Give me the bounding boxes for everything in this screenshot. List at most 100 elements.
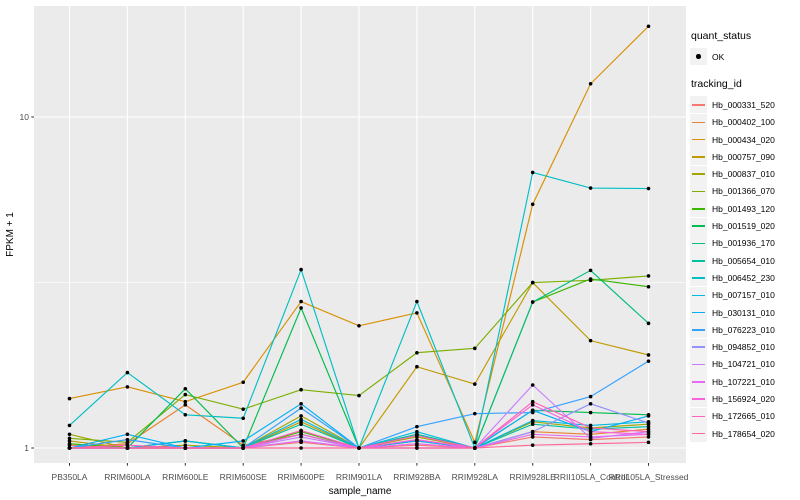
series-color-line <box>692 173 705 176</box>
legend-item-tracking: Hb_001936_170 <box>690 234 800 252</box>
data-point <box>299 417 303 422</box>
data-point <box>299 446 303 450</box>
data-point <box>299 306 303 310</box>
data-point <box>530 429 535 434</box>
data-point <box>530 170 535 175</box>
data-point <box>299 428 303 433</box>
x-axis-title: sample_name <box>329 486 392 497</box>
data-point <box>530 403 535 407</box>
line-swatch <box>690 338 707 356</box>
line-swatch <box>690 113 707 131</box>
legend-title-quant-status: quant_status <box>691 30 752 42</box>
series-color-line <box>692 398 705 400</box>
series-color-line <box>692 432 705 435</box>
data-point <box>415 350 419 355</box>
legend: quant_status OK tracking_id Hb_000331_52… <box>690 30 800 443</box>
legend-item-tracking: Hb_030131_010 <box>690 304 800 321</box>
data-point <box>67 441 72 446</box>
data-point <box>415 429 419 434</box>
series-color-line <box>692 311 705 314</box>
data-point <box>588 81 593 86</box>
series-color-line <box>692 121 705 124</box>
data-point <box>183 399 188 404</box>
data-point <box>530 280 535 285</box>
legend-item-label: Hb_094852_010 <box>712 342 775 353</box>
x-tick-label: RRIM600LA <box>104 472 151 482</box>
data-point <box>183 439 188 443</box>
data-point <box>530 435 535 439</box>
legend-item-ok: OK <box>690 48 800 66</box>
legend-item-tracking: Hb_000434_020 <box>690 131 800 149</box>
data-point <box>588 401 593 406</box>
data-point <box>646 440 651 445</box>
series-color-line <box>692 294 705 297</box>
line-swatch <box>690 165 707 183</box>
data-point <box>415 311 419 315</box>
data-point <box>67 439 72 443</box>
line-swatch <box>690 148 707 166</box>
data-point <box>415 424 419 429</box>
data-point <box>646 321 651 326</box>
x-tick-label: RRIM928LA <box>452 472 499 482</box>
series-color-line <box>692 346 705 348</box>
line-swatch <box>690 425 707 443</box>
data-point <box>530 300 535 304</box>
data-point <box>588 441 593 446</box>
data-point <box>530 432 535 437</box>
legend-items-list: Hb_000331_520 Hb_000402_100 Hb_000434_020 H… <box>690 96 800 443</box>
data-point <box>299 414 303 418</box>
legend-item-tracking: Hb_107221_010 <box>690 373 800 391</box>
data-point <box>646 421 651 425</box>
x-tick-label: RRIM901LA <box>336 472 383 482</box>
data-point <box>183 403 188 407</box>
series-color-line <box>692 138 705 141</box>
legend-item-tracking: Hb_005654_010 <box>690 252 800 270</box>
series-color-line <box>692 190 705 193</box>
x-tick-label: RRIM600SE <box>220 472 268 482</box>
data-point <box>646 24 651 29</box>
data-point <box>241 407 245 411</box>
data-point <box>530 443 535 447</box>
legend-item-tracking: Hb_156924_020 <box>690 390 800 408</box>
data-point <box>530 418 535 423</box>
legend-item-label: Hb_172665_010 <box>712 411 775 422</box>
line-swatch <box>690 96 707 114</box>
legend-item-label: Hb_178654_020 <box>712 428 775 439</box>
data-point <box>473 382 477 386</box>
data-point <box>646 432 651 437</box>
data-point <box>646 424 651 429</box>
data-point <box>473 346 477 351</box>
data-point <box>588 435 593 439</box>
data-point <box>530 383 535 387</box>
x-tick-label: RRIM600LE <box>162 472 209 482</box>
series-color-line <box>692 277 705 279</box>
legend-item-tracking: Hb_000757_090 <box>690 148 800 166</box>
legend-item-label: Hb_001519_020 <box>712 221 775 232</box>
data-point <box>125 437 130 442</box>
data-point <box>183 446 188 450</box>
data-point <box>299 435 303 439</box>
line-swatch <box>690 252 707 270</box>
legend-item-tracking: Hb_094852_010 <box>690 338 800 356</box>
legend-item-tracking: Hb_000331_520 <box>690 96 800 114</box>
legend-item-label: Hb_107221_010 <box>712 376 775 387</box>
y-tick-label: 1 <box>24 443 29 453</box>
data-point <box>588 432 593 437</box>
data-point <box>125 446 130 450</box>
data-point <box>646 186 651 191</box>
data-point <box>646 435 651 439</box>
legend-item-label: Hb_000434_020 <box>712 134 775 145</box>
series-color-line <box>692 415 705 418</box>
legend-item-tracking: Hb_001519_020 <box>690 217 800 235</box>
series-color-line <box>692 242 705 245</box>
data-point <box>125 440 130 445</box>
legend-item-label: Hb_104721_010 <box>712 359 775 370</box>
data-point <box>415 437 419 442</box>
data-point <box>357 323 361 328</box>
legend-item-label: Hb_001493_120 <box>712 203 775 214</box>
line-swatch <box>690 286 707 304</box>
data-point <box>415 441 419 446</box>
data-point <box>299 387 303 392</box>
legend-item-label: OK <box>712 51 725 62</box>
